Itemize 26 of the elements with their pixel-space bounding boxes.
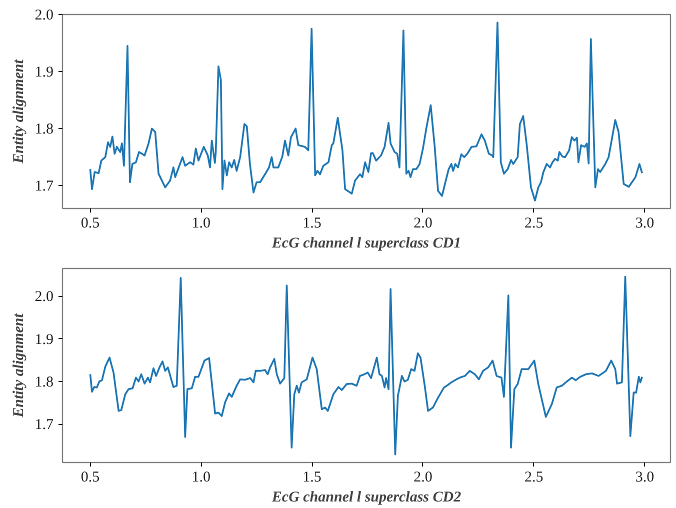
y-tick-label: 2.0	[34, 289, 54, 306]
y-axis-title: Entity alignment	[10, 58, 27, 164]
y-tick-label: 1.7	[34, 417, 54, 434]
x-tick-label: 2.0	[414, 216, 432, 232]
x-tick-label: 2.0	[414, 470, 432, 486]
y-tick-label: 1.9	[34, 64, 54, 81]
y-tick-label: 2.0	[34, 8, 54, 24]
line-series	[89, 276, 644, 456]
y-tick-label: 1.8	[34, 122, 54, 138]
x-tick-label: 2.5	[524, 470, 544, 486]
y-tick-label: 1.9	[34, 332, 54, 348]
x-axis-title: EcG channel l superclass CD2	[270, 490, 462, 506]
x-tick-label: 1.5	[302, 470, 322, 486]
x-tick-label: 0.5	[80, 216, 100, 232]
x-tick-label: 1.0	[192, 216, 211, 232]
y-axis-title: Entity alignment	[10, 312, 27, 418]
y-tick-label: 1.8	[34, 374, 54, 390]
x-tick-label: 1.5	[302, 216, 322, 232]
x-tick-label: 1.0	[192, 470, 211, 486]
x-axis-title: EcG channel l superclass CD1	[270, 236, 462, 252]
x-tick-label: 0.5	[80, 470, 100, 486]
x-tick-label: 2.5	[524, 216, 544, 232]
x-tick-label: 3.0	[635, 470, 654, 486]
line-series	[89, 22, 644, 202]
x-tick-label: 3.0	[635, 216, 654, 232]
y-tick-label: 1.7	[34, 178, 54, 195]
